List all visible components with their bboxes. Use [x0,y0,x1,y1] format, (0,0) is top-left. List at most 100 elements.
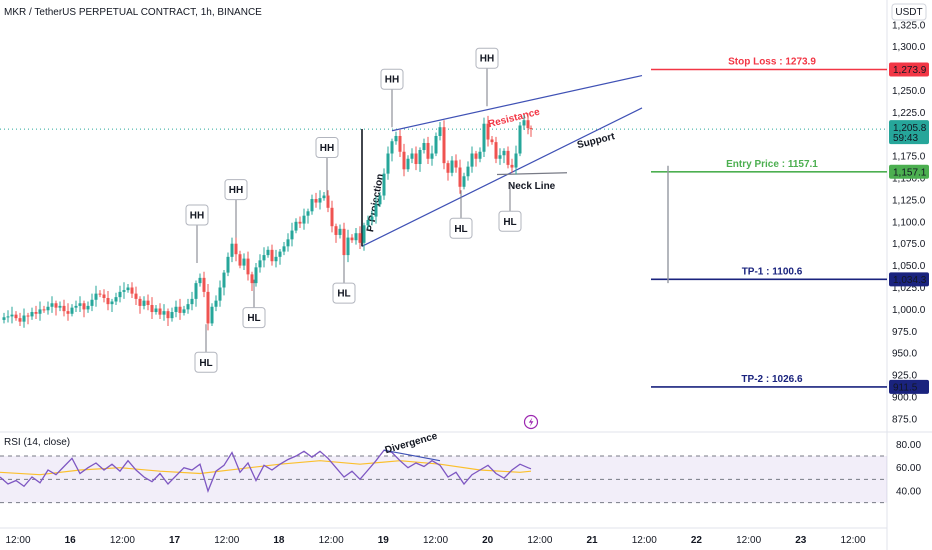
candle-body [98,293,102,295]
candle-body [118,291,122,298]
candle-body [242,258,246,266]
candle-body [362,225,366,243]
lightning-icon[interactable] [523,414,539,430]
candle-body [514,153,518,168]
level-price-tag-text: 1,157.1 [893,167,927,178]
candle-body [526,120,530,129]
candle-body [406,158,410,170]
level-price-tag-text: 1,034.3 [893,275,927,286]
swing-bubble [224,179,248,201]
swing-bubble [498,210,522,232]
candle-body [38,309,42,314]
candle-body [294,221,298,231]
candle-body [162,311,166,315]
price-tick-label: 1,125.0 [892,195,926,206]
candle-body [342,228,346,256]
candle-body [386,153,390,174]
candle-body [478,151,482,159]
swing-label: HH [190,210,204,221]
rsi-tick-label: 80.00 [896,440,921,451]
candle-body [18,318,22,322]
candle-body [202,277,206,292]
level-label: TP-1 : 1100.6 [742,266,803,277]
price-tick-label: 1,325.0 [892,20,926,31]
candle-body [402,151,406,170]
price-axis-ticks: 1,325.0 1,300.0 1,250.0 1,225.0 1,175.0 1,150… [892,20,926,425]
candle-body [366,220,370,226]
candle-body [470,153,474,167]
candle-body [250,274,254,284]
candle-body [78,303,82,306]
candle-body [126,287,130,291]
level-label: Entry Price : 1157.1 [726,159,818,170]
time-tick-label: 12:00 [319,535,344,546]
candle-body [130,287,134,294]
candle-body [422,142,426,150]
candle-body [234,243,238,255]
candle-body [290,230,294,240]
candle-body [302,215,306,224]
candle-body [306,211,310,216]
rsi-tick-label: 40.00 [896,487,921,498]
candle-body [338,228,342,235]
price-series [2,113,533,331]
swing-label: HL [337,289,350,300]
candle-body [102,294,106,299]
swing-label: HH [229,185,243,196]
candle-body [454,160,458,168]
time-tick-label: 23 [795,535,807,546]
neck-line [496,172,568,176]
candle-body [438,127,442,136]
time-tick-label: 17 [169,535,181,546]
candle-body [502,150,506,156]
price-tick-label: 925.0 [892,371,917,382]
time-tick-label: 12:00 [527,535,552,546]
swing-bubble [185,204,209,226]
candle-body [178,306,182,313]
candle-body [518,125,522,154]
swing-labels: HH HL HH HL HH HL HH HL HH HL [185,47,522,373]
candle-body [498,155,502,159]
time-tick-label: 22 [691,535,703,546]
price-tick-label: 875.0 [892,414,917,425]
swing-label: HL [199,358,212,369]
candle-body [34,312,38,314]
time-tick-label: 12:00 [840,535,865,546]
candle-body [106,298,110,305]
candle-body [506,150,510,165]
swing-label: HH [480,54,494,65]
candle-body [358,233,362,243]
level-price-tag [889,379,929,394]
candle-body [426,142,430,159]
candle-body [258,260,262,268]
level-price-tag [889,164,929,179]
swing-bubble [332,282,356,304]
candle-body [398,135,402,152]
candle-body [110,301,114,305]
candle-body [194,283,198,299]
candle-body [262,255,266,261]
level-label: Stop Loss : 1273.9 [728,57,816,68]
candle-body [334,226,338,235]
swing-label: HL [454,224,467,235]
candle-body [270,249,274,262]
candle-body [434,135,438,154]
swing-label: HL [503,217,516,228]
level-price-tag-text: 1,273.9 [893,65,927,76]
candle-body [314,199,318,203]
swing-bubble [380,68,404,90]
support-line [361,107,643,247]
candle-body [22,315,26,322]
time-tick-label: 12:00 [214,535,239,546]
candle-body [122,290,126,292]
candle-body [322,195,326,199]
candle-body [278,251,282,257]
candle-body [529,128,533,130]
time-tick-label: 18 [273,535,285,546]
level-price-tag [889,62,929,77]
currency-badge[interactable] [891,3,927,21]
candle-body [370,216,374,221]
